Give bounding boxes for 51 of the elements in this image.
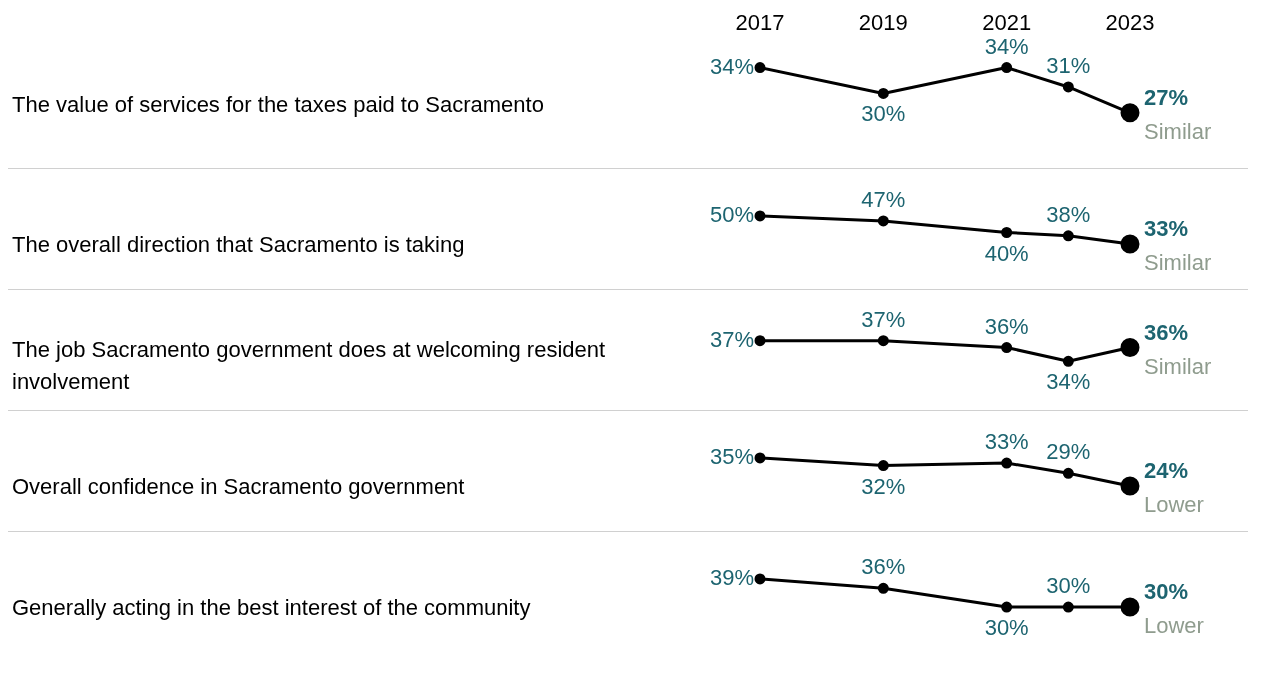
y-axis-title: The overall direction that Sacramento is taking: [12, 232, 465, 257]
data-label: 32%: [861, 473, 906, 499]
y-axis-title: Overall confidence in Sacramento government: [12, 474, 465, 499]
data-label: 30%: [1046, 573, 1091, 599]
data-label: 30%: [861, 101, 906, 127]
data-label: 36%: [1144, 319, 1189, 345]
data-label: 47%: [861, 186, 906, 212]
data-label: 31%: [1046, 53, 1091, 79]
point: [1001, 62, 1013, 74]
point: [1062, 467, 1074, 479]
point: [877, 87, 889, 99]
data-label: 50%: [709, 201, 754, 227]
data-label: 30%: [1144, 579, 1189, 605]
data-label: 34%: [709, 53, 754, 79]
x-tick-label: 2019: [858, 10, 908, 36]
text: Similar: [1144, 353, 1212, 379]
point: [1062, 230, 1074, 242]
point: [754, 62, 766, 74]
y-axis-title: Generally acting in the best interest of the community: [12, 595, 531, 620]
data-label: 39%: [709, 564, 754, 590]
text: Similar: [1144, 118, 1212, 144]
x-tick-label: 2017: [735, 10, 785, 36]
data-label: 33%: [1144, 216, 1189, 242]
x-tick-label: 2023: [1105, 10, 1155, 36]
text: Lower: [1144, 613, 1204, 639]
point: [1001, 226, 1013, 238]
data-label: 33%: [984, 429, 1029, 455]
data-label: 24%: [1144, 458, 1189, 484]
data-label: 36%: [861, 554, 906, 580]
point: [877, 215, 889, 227]
data-label: 36%: [984, 313, 1029, 339]
point: [877, 460, 889, 472]
data-label: 37%: [861, 306, 906, 332]
point: [1062, 81, 1074, 93]
point: [754, 452, 766, 464]
data-label: 34%: [984, 33, 1029, 59]
data-label: 30%: [984, 615, 1029, 641]
point: [1001, 457, 1013, 469]
data-label: 34%: [1046, 369, 1091, 395]
data-label: 27%: [1144, 84, 1189, 110]
point: [754, 210, 766, 222]
data-label: 40%: [984, 240, 1029, 266]
y-axis-title: The value of services for the taxes paid to Sacramento: [12, 92, 544, 118]
text: Similar: [1144, 250, 1212, 276]
data-label: 37%: [709, 326, 754, 352]
text: Lower: [1144, 492, 1204, 518]
x-tick-label: 2021: [982, 10, 1032, 36]
y-axis-title: The job Sacramento government does at welcoming resident involvement: [12, 337, 606, 394]
data-label: 29%: [1046, 439, 1091, 465]
data-label: 38%: [1046, 201, 1091, 227]
data-label: 35%: [709, 443, 754, 469]
